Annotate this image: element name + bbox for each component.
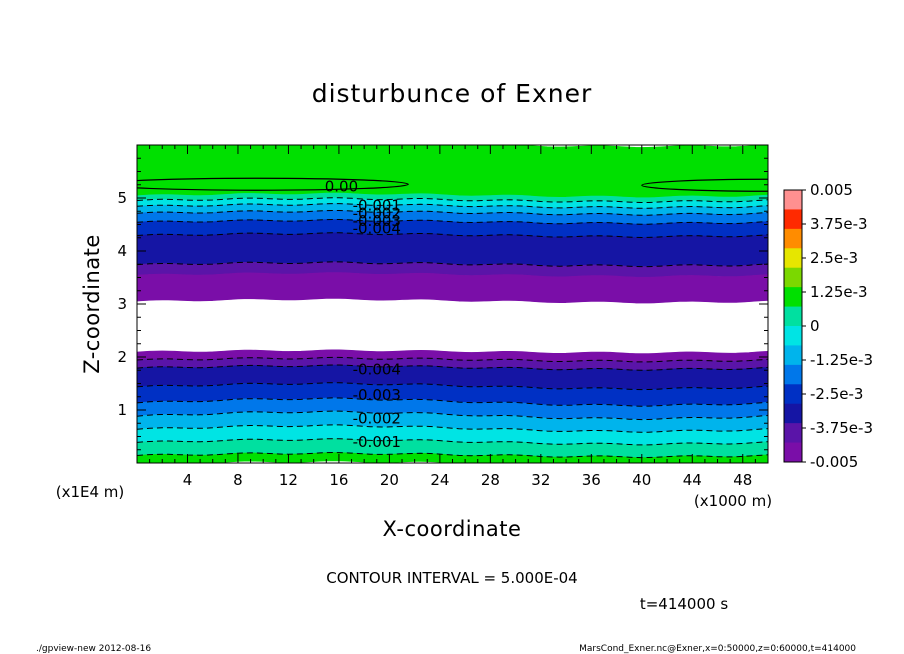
x-tick-label: 44: [683, 471, 702, 489]
y-tick-label: 4: [117, 242, 127, 260]
x-tick-label: 40: [632, 471, 651, 489]
colorbar-swatch: [784, 228, 802, 249]
contour-interval-text: CONTOUR INTERVAL = 5.000E-04: [326, 569, 577, 587]
colorbar-swatch: [784, 403, 802, 424]
contour-line: [137, 424, 768, 433]
colorbar-label: -3.75e-3: [810, 419, 873, 437]
colorbar-swatch: [784, 267, 802, 288]
colorbar-label: 0.005: [810, 181, 853, 199]
colorbar-swatch: [784, 287, 802, 308]
plot-area: 0.00-0.001-0.002-0.003-0.004-0.004-0.003…: [117, 144, 769, 489]
contour-label: -0.002: [353, 409, 401, 427]
colorbar-label: 1.25e-3: [810, 283, 868, 301]
colorbar-label: 0: [810, 317, 820, 335]
zero-contour-loop: [137, 177, 409, 191]
contour-label: -0.004: [353, 361, 401, 379]
colorbar-swatch: [784, 364, 802, 385]
x-tick-label: 4: [183, 471, 193, 489]
colorbar: 0.005 3.75e-3 2.5e-3 1.25e-3 0 -1.25e-3 -2.5e-…: [783, 181, 873, 471]
contour-line: [137, 397, 768, 407]
colorbar-label: 2.5e-3: [810, 249, 858, 267]
x-tick-label: 24: [430, 471, 449, 489]
filled-bands: [137, 145, 768, 463]
x-ticks: 4 8 12 16 20 24 28 32 36 40 44 48: [136, 145, 769, 489]
contour-band: [137, 272, 768, 304]
contour-line: [137, 356, 768, 363]
colorbar-label: -0.005: [810, 453, 858, 471]
contour-label: -0.004: [353, 220, 401, 238]
colorbar-swatch: [784, 384, 802, 405]
contour-line: [137, 197, 768, 203]
contour-label: 0.00: [325, 177, 358, 195]
contour-line: [137, 438, 768, 446]
colorbar-swatch: [784, 190, 802, 210]
y-ticks: 1 2 3 4 5: [117, 144, 768, 464]
contour-line: [137, 410, 768, 421]
chart-title: disturbunce of Exner: [312, 79, 593, 108]
contour-line: [137, 219, 768, 225]
contour-lines: [137, 177, 768, 459]
contour-line: [137, 232, 768, 239]
colorbar-swatch: [784, 248, 802, 269]
y-tick-label: 1: [117, 401, 127, 419]
footer-left: ./gpview-new 2012-08-16: [36, 644, 151, 654]
colorbar-label: -2.5e-3: [810, 385, 863, 403]
y-axis-title: Z-coordinate: [80, 234, 104, 374]
x-tick-label: 48: [733, 471, 752, 489]
x-tick-label: 8: [233, 471, 243, 489]
contour-label: -0.003: [353, 386, 401, 404]
y-tick-label: 2: [117, 348, 127, 366]
x-tick-label: 12: [279, 471, 298, 489]
x-tick-label: 20: [380, 471, 399, 489]
time-label: t=414000 s: [640, 595, 728, 613]
colorbar-label: 3.75e-3: [810, 215, 868, 233]
x-tick-label: 16: [329, 471, 348, 489]
y-tick-label: 3: [117, 295, 127, 313]
colorbar-label: -1.25e-3: [810, 351, 873, 369]
contour-labels: 0.00-0.001-0.002-0.003-0.004-0.004-0.003…: [325, 177, 401, 450]
contour-label: -0.003: [353, 212, 401, 230]
contour-line: [137, 261, 768, 268]
footer-right: MarsCond_Exner.nc@Exner,x=0:50000,z=0:60…: [579, 644, 856, 654]
colorbar-swatch: [784, 209, 802, 230]
contour-line: [137, 210, 768, 216]
contour-label: -0.001: [353, 433, 401, 451]
contour-line: [137, 382, 768, 391]
colorbar-swatch: [784, 423, 802, 444]
colorbar-swatch: [784, 345, 802, 366]
contour-band: [137, 232, 768, 267]
y-unit-label: (x1E4 m): [56, 483, 125, 501]
colorbar-swatch: [784, 306, 802, 327]
y-tick-label: 5: [117, 189, 127, 207]
contour-label: -0.001: [353, 196, 401, 214]
colorbar-swatch: [784, 442, 802, 463]
contour-band: [137, 298, 768, 354]
x-tick-label: 32: [531, 471, 550, 489]
contour-line: [137, 451, 768, 459]
colorbar-swatch: [784, 326, 802, 346]
x-tick-label: 36: [582, 471, 601, 489]
x-axis-title: X-coordinate: [383, 517, 522, 541]
x-unit-label: (x1000 m): [694, 492, 772, 510]
x-tick-label: 28: [481, 471, 500, 489]
contour-label: -0.002: [353, 204, 401, 222]
contour-line: [137, 364, 768, 371]
contour-line: [137, 203, 768, 209]
